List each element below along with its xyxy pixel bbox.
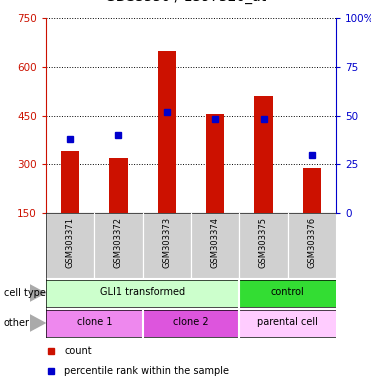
Bar	[109, 158, 128, 213]
Bar	[46, 280, 239, 306]
Bar	[61, 151, 79, 213]
Bar	[158, 51, 176, 213]
Polygon shape	[30, 284, 46, 302]
Polygon shape	[30, 314, 46, 332]
Text: GSM303376: GSM303376	[307, 217, 316, 268]
Bar	[303, 167, 321, 213]
Text: other: other	[4, 318, 30, 328]
Text: GSM303372: GSM303372	[114, 217, 123, 268]
Text: GLI1 transformed: GLI1 transformed	[100, 287, 185, 297]
Bar	[239, 213, 288, 278]
Bar	[143, 213, 191, 278]
Bar	[239, 280, 336, 306]
Text: GSM303373: GSM303373	[162, 217, 171, 268]
Text: GSM303371: GSM303371	[66, 217, 75, 268]
Text: control: control	[271, 287, 305, 297]
Text: GSM303375: GSM303375	[259, 217, 268, 268]
Text: cell type: cell type	[4, 288, 46, 298]
Bar	[191, 213, 239, 278]
Text: count: count	[64, 346, 92, 356]
Bar	[288, 213, 336, 278]
Bar	[254, 96, 273, 213]
Text: GDS3550 / 1397320_at: GDS3550 / 1397320_at	[105, 0, 266, 3]
Bar	[239, 310, 336, 336]
Bar	[46, 310, 143, 336]
Text: parental cell: parental cell	[257, 318, 318, 328]
Bar	[94, 213, 143, 278]
Text: clone 1: clone 1	[76, 318, 112, 328]
Text: clone 2: clone 2	[173, 318, 209, 328]
Bar	[206, 114, 224, 213]
Bar	[46, 213, 94, 278]
Bar	[143, 310, 239, 336]
Text: GSM303374: GSM303374	[211, 217, 220, 268]
Text: percentile rank within the sample: percentile rank within the sample	[64, 366, 229, 376]
